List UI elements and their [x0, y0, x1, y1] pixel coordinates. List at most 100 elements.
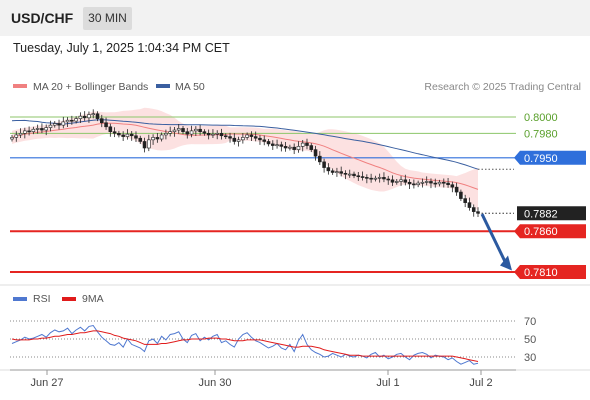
candle [249, 131, 254, 141]
candle [450, 181, 455, 193]
level-tag-label: 0.7810 [524, 267, 558, 279]
level-tag-bg [514, 150, 586, 165]
candle [266, 139, 271, 147]
candle-body [412, 183, 416, 186]
candle-body [343, 172, 348, 175]
candle [407, 179, 412, 189]
candle-body [339, 171, 343, 174]
candle [142, 137, 147, 153]
candle-body [65, 119, 70, 123]
bollinger-band-fill [12, 107, 478, 211]
candle-body [245, 134, 249, 138]
candle-body [403, 179, 408, 183]
candle [31, 126, 36, 135]
candle [463, 194, 467, 208]
candle-body [168, 131, 172, 134]
candle-body [40, 128, 44, 131]
candle-body [232, 137, 237, 142]
candle [369, 173, 373, 183]
candle-body [266, 141, 271, 145]
candle [467, 197, 472, 211]
candle-body [424, 181, 429, 183]
candle-body [78, 115, 83, 119]
candle [35, 124, 40, 134]
candle-body [476, 211, 480, 214]
candle-body [365, 177, 369, 179]
candle [288, 144, 292, 151]
copyright-text: Research © 2025 Trading Central [424, 81, 581, 93]
legend-rsi-label: RSI [33, 293, 51, 305]
candle [305, 138, 309, 150]
candle [155, 132, 160, 143]
candle [215, 130, 219, 140]
candle [454, 182, 459, 196]
candle-body [121, 134, 125, 137]
candle-body [442, 181, 446, 184]
rsi-ma-line [11, 330, 479, 362]
candle [262, 135, 267, 146]
candle [232, 133, 237, 145]
candle [168, 126, 172, 137]
candle [40, 123, 44, 134]
timeframe-button[interactable]: 30 MIN [83, 7, 132, 30]
rsi-lines [11, 324, 479, 365]
level-tag-bg [517, 206, 586, 221]
candle-body [95, 113, 100, 119]
candle [343, 170, 348, 180]
x-tick-label: Jun 30 [198, 377, 231, 389]
chart-datetime: Tuesday, July 1, 2025 1:04:34 PM CET [13, 41, 230, 55]
candle-body [172, 129, 177, 132]
candle-body [211, 133, 215, 136]
candle-body [322, 161, 326, 168]
candle-body [258, 137, 262, 141]
candle [322, 158, 326, 173]
candle-body [185, 131, 190, 135]
candle-body [433, 182, 438, 185]
candle [108, 123, 113, 137]
candle [70, 115, 74, 125]
candle-body [27, 130, 31, 133]
candle-body [283, 146, 288, 149]
x-tick-label: Jun 27 [30, 377, 63, 389]
candle [275, 139, 279, 149]
candle [459, 189, 463, 202]
candle [292, 143, 296, 155]
candle-body [253, 136, 258, 139]
candle [300, 140, 305, 152]
candle-body [35, 128, 40, 130]
candle [433, 178, 438, 188]
candle [476, 207, 480, 218]
candle [52, 121, 57, 128]
candle-body [420, 181, 425, 184]
candle [241, 132, 245, 144]
candle [365, 174, 369, 184]
candle [211, 129, 215, 139]
candle [318, 151, 322, 165]
candle-body [48, 124, 53, 128]
candle-body [347, 173, 352, 176]
candle-body [142, 141, 147, 149]
candle [373, 175, 378, 182]
chart-header: USD/CHF 30 MIN [0, 0, 590, 36]
candle [10, 134, 14, 142]
candle-body [463, 198, 467, 203]
rsi-level-label: 70 [524, 316, 536, 328]
candle-body [91, 113, 96, 116]
candle [95, 111, 100, 122]
candle [219, 128, 224, 140]
candle [125, 129, 130, 140]
legend-ma50-label: MA 50 [175, 81, 205, 93]
level-tag-bg [514, 265, 586, 279]
candle-body [394, 181, 399, 183]
candle-body [134, 135, 138, 139]
level-tag-bg [514, 224, 586, 239]
candle-body [309, 145, 314, 150]
candle-body [275, 144, 279, 147]
candle-body [61, 121, 66, 126]
candle [390, 175, 395, 187]
candle [377, 173, 382, 183]
candle-body [159, 134, 164, 140]
candle [74, 116, 78, 124]
candle-body [335, 171, 339, 173]
candle-body [296, 146, 301, 150]
